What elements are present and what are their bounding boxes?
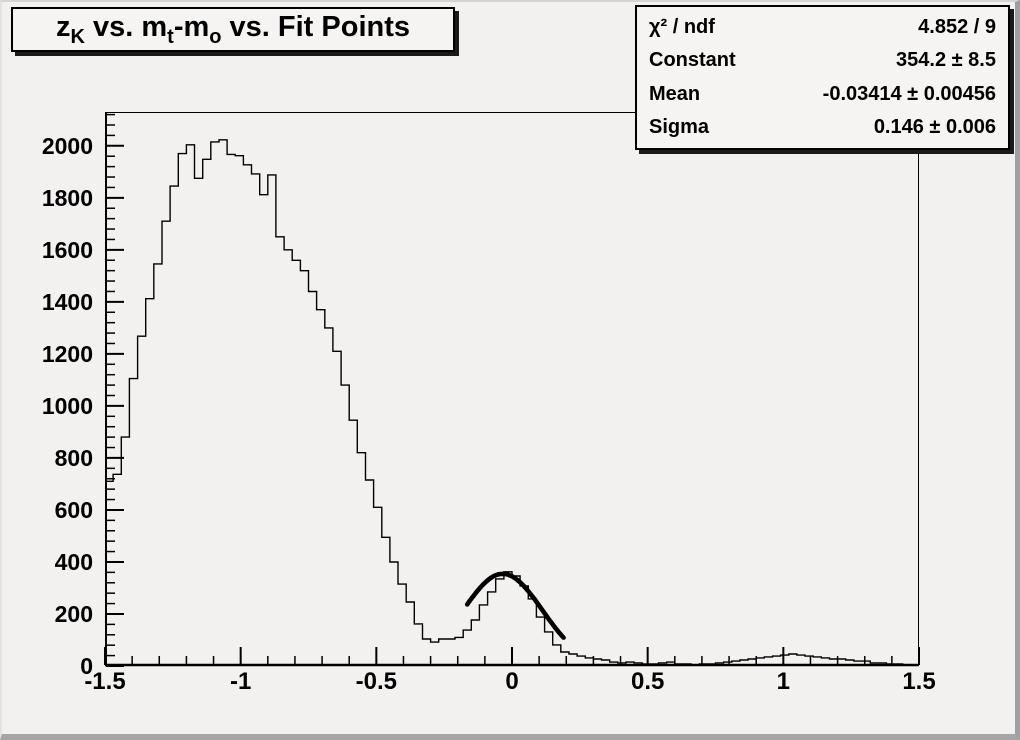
y-tick-label: 800 [54,444,93,471]
x-tick-label: 0 [505,668,519,695]
y-tick-label: 200 [54,600,93,627]
x-tick-label: -1.5 [84,668,126,695]
x-tick-label: 0.5 [630,668,665,695]
stat-value: -0.03414 ± 0.00456 [822,82,996,105]
y-tick-label: 400 [54,548,93,575]
y-tick-label: 600 [54,496,93,523]
plot-frame [104,112,920,667]
stats-row-constant: Constant 354.2 ± 8.5 [637,49,1008,72]
stats-row-mean: Mean -0.03414 ± 0.00456 [637,83,1008,106]
stats-row-sigma: Sigma 0.146 ± 0.006 [637,116,1008,139]
stat-label: Sigma [649,115,710,138]
y-tick-label: 1200 [41,340,93,367]
x-tick-label: -0.5 [355,668,397,695]
stat-label: χ² / ndf [649,16,715,39]
y-tick-label: 2000 [41,132,93,159]
plot-title: zK vs. mt-mo vs. Fit Points [55,10,411,48]
x-tick-label: 1 [776,668,790,695]
axis-ticks [104,113,920,667]
stats-row-chi2: χ² / ndf 4.852 / 9 [637,16,1008,39]
y-tick-label: 1400 [41,288,93,315]
x-tick-label: 1.5 [902,668,936,695]
x-axis-labels: -1.5 -1 -0.5 0 0.5 1 1.5 [84,668,935,698]
stat-value: 0.146 ± 0.006 [873,115,996,138]
histogram-plot [104,112,920,667]
y-tick-label: 1800 [41,184,93,211]
title-box: zK vs. mt-mo vs. Fit Points [11,7,455,52]
y-tick-label: 1600 [41,236,93,263]
y-tick-label: 1000 [41,392,93,419]
y-axis-labels: 0 200 400 600 800 1000 1200 1400 1600 1800 2000 [2,112,99,679]
stat-value: 354.2 ± 8.5 [896,49,996,72]
x-tick-label: -1 [229,668,252,695]
frame-border [105,112,919,666]
gaussian-fit-curve [464,571,566,640]
histogram-line [106,139,919,666]
stat-label: Mean [649,82,701,105]
stats-box: χ² / ndf 4.852 / 9 Constant 354.2 ± 8.5 … [635,5,1010,150]
y-tick-label: 0 [80,653,93,679]
stat-label: Constant [649,49,736,72]
stat-value: 4.852 / 9 [918,16,996,39]
